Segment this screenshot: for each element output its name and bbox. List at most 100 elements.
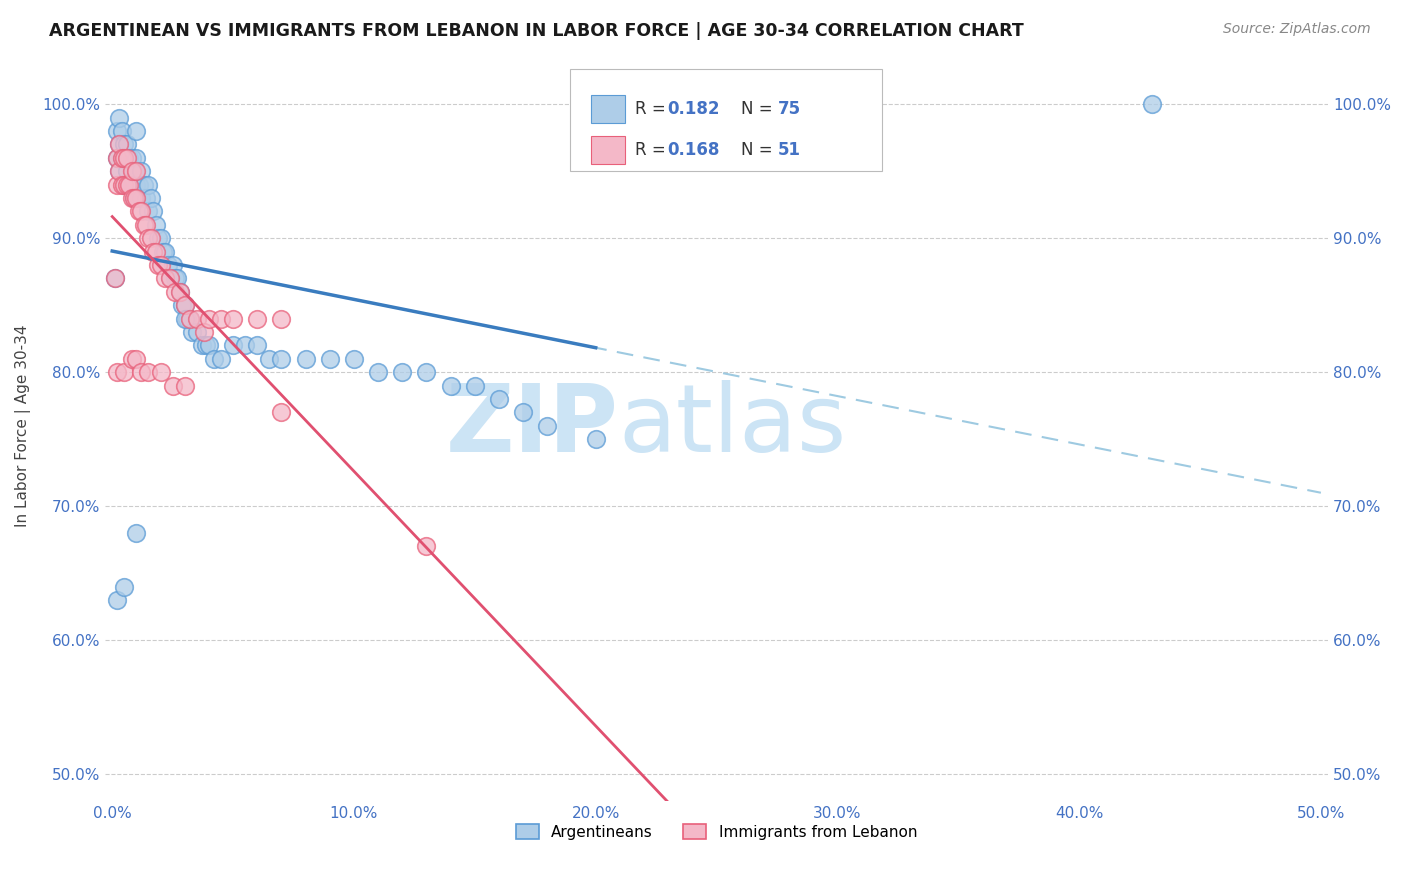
Point <box>125 178 148 192</box>
Point <box>186 311 208 326</box>
Point <box>139 231 162 245</box>
Point <box>108 111 131 125</box>
Bar <box>591 136 624 164</box>
Point <box>246 311 269 326</box>
Point <box>172 298 194 312</box>
Point <box>152 244 174 259</box>
Bar <box>591 95 624 123</box>
Point <box>294 351 316 366</box>
Point <box>125 124 148 138</box>
Point <box>115 164 138 178</box>
Point <box>112 151 135 165</box>
Point <box>415 365 437 379</box>
Point <box>121 164 143 178</box>
Point <box>105 151 128 165</box>
Point <box>190 338 212 352</box>
Point <box>145 218 167 232</box>
Point <box>112 580 135 594</box>
Point <box>105 124 128 138</box>
Point <box>181 325 204 339</box>
Point <box>108 164 131 178</box>
Point <box>186 325 208 339</box>
Text: ARGENTINEAN VS IMMIGRANTS FROM LEBANON IN LABOR FORCE | AGE 30-34 CORRELATION CH: ARGENTINEAN VS IMMIGRANTS FROM LEBANON I… <box>49 22 1024 40</box>
Point <box>128 204 150 219</box>
Point <box>155 244 177 259</box>
Point <box>155 271 177 285</box>
Point <box>138 204 160 219</box>
Point <box>195 338 218 352</box>
Point <box>270 405 292 419</box>
Point <box>198 338 221 352</box>
Point <box>145 244 167 259</box>
Point <box>585 432 607 446</box>
Point <box>536 418 558 433</box>
Point <box>165 285 187 299</box>
Point <box>146 258 169 272</box>
Point <box>125 191 148 205</box>
Point <box>165 271 187 285</box>
Text: ZIP: ZIP <box>446 380 619 472</box>
Point <box>173 298 195 312</box>
Text: R =: R = <box>634 100 671 118</box>
Point <box>259 351 281 366</box>
Point <box>112 365 135 379</box>
Point <box>246 338 269 352</box>
Point <box>173 378 195 392</box>
Point <box>104 271 127 285</box>
Point <box>122 164 145 178</box>
Point <box>233 338 256 352</box>
Point <box>198 311 221 326</box>
Point <box>319 351 342 366</box>
Point <box>169 285 191 299</box>
Point <box>122 191 145 205</box>
Point <box>173 311 195 326</box>
Point <box>132 178 155 192</box>
Point <box>108 164 131 178</box>
Point <box>105 365 128 379</box>
FancyBboxPatch shape <box>569 70 882 170</box>
Point <box>105 178 128 192</box>
Point <box>142 244 165 259</box>
Point <box>112 178 135 192</box>
Point <box>159 271 181 285</box>
Point <box>108 137 131 152</box>
Point <box>129 164 152 178</box>
Point <box>121 191 143 205</box>
Point <box>209 351 232 366</box>
Point <box>129 191 152 205</box>
Point <box>121 178 143 192</box>
Point <box>129 365 152 379</box>
Point <box>118 178 141 192</box>
Text: N =: N = <box>741 141 778 159</box>
Text: 75: 75 <box>778 100 801 118</box>
Point <box>132 218 155 232</box>
Point <box>138 365 160 379</box>
Point <box>179 311 201 326</box>
Point <box>118 151 141 165</box>
Point <box>139 191 162 205</box>
Text: R =: R = <box>634 141 671 159</box>
Point <box>135 191 157 205</box>
Point <box>149 365 172 379</box>
Point <box>138 178 160 192</box>
Point <box>111 151 134 165</box>
Point <box>166 271 188 285</box>
Y-axis label: In Labor Force | Age 30-34: In Labor Force | Age 30-34 <box>15 325 31 527</box>
Point <box>415 539 437 553</box>
Point <box>112 151 135 165</box>
Point <box>1140 97 1163 112</box>
Point <box>129 204 152 219</box>
Point <box>512 405 534 419</box>
Point <box>115 137 138 152</box>
Point <box>270 351 292 366</box>
Point <box>159 271 181 285</box>
Point <box>112 137 135 152</box>
Text: 0.168: 0.168 <box>668 141 720 159</box>
Point <box>115 151 138 165</box>
Point <box>222 311 245 326</box>
Point <box>118 178 141 192</box>
Point <box>121 351 143 366</box>
Point <box>128 178 150 192</box>
Point <box>464 378 486 392</box>
Point <box>125 164 148 178</box>
